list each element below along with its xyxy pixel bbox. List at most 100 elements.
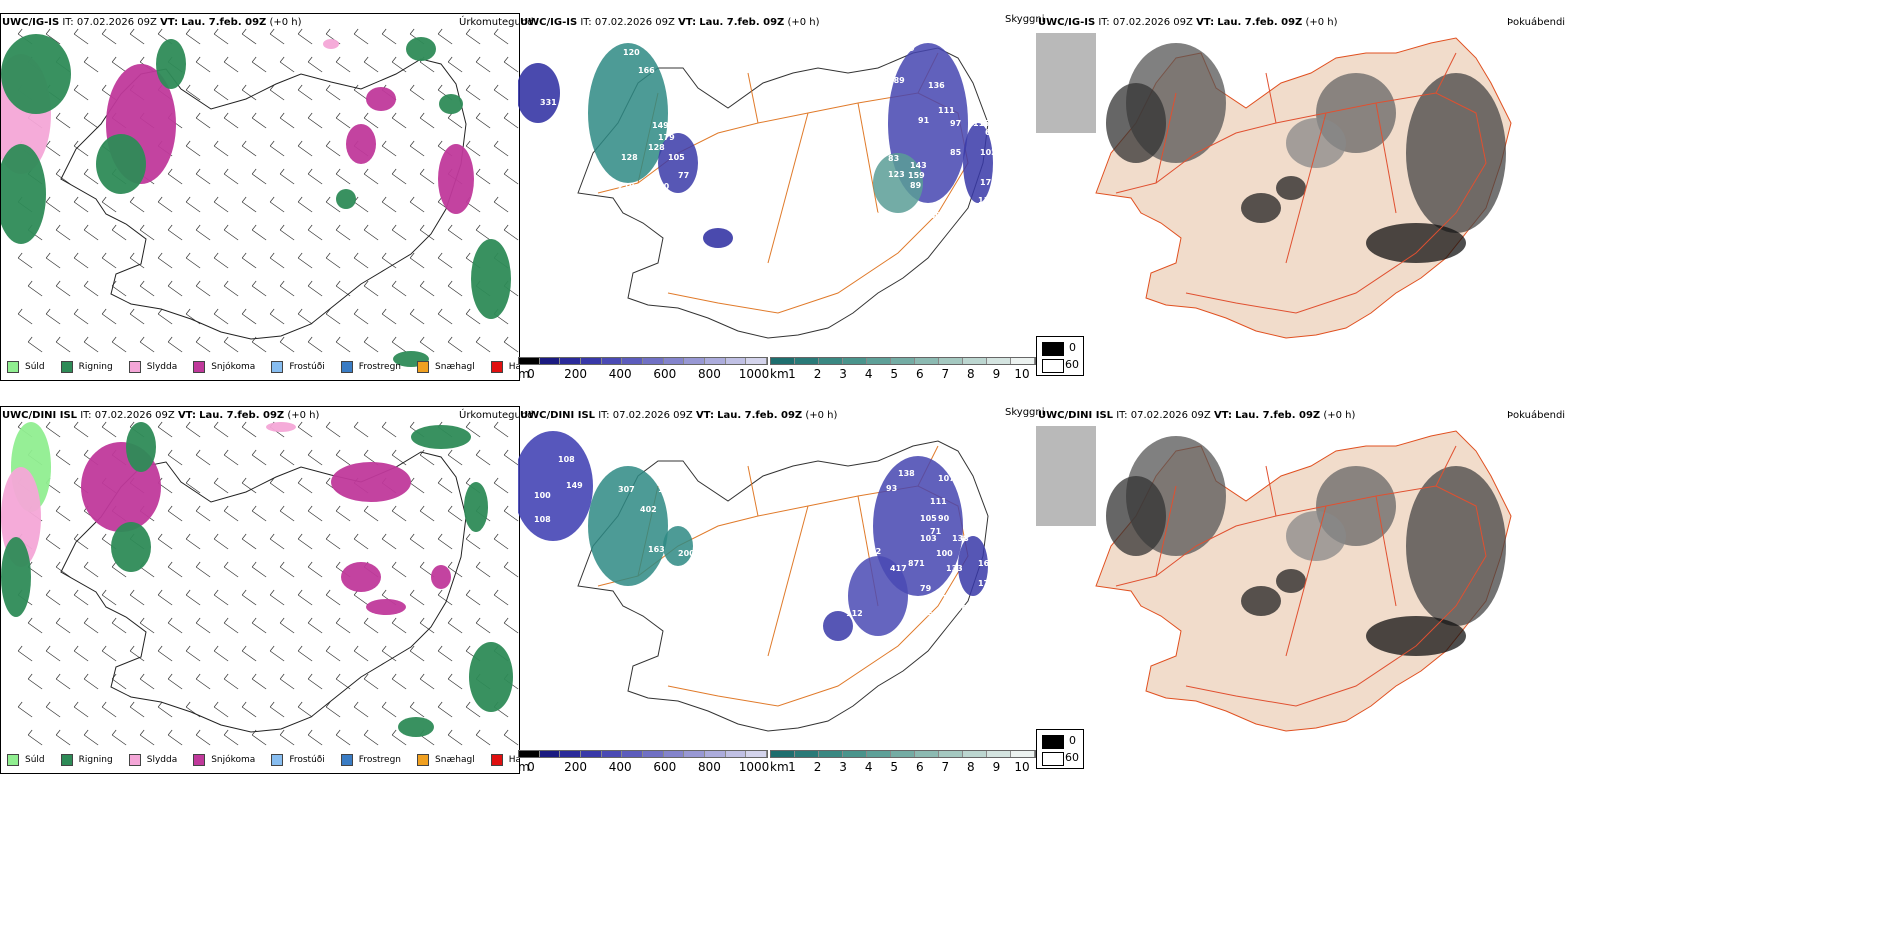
model-header-bottom-3: UWC/DINI ISL IT: 07.02.2026 09Z VT: Lau.… <box>1038 410 1356 421</box>
colorbar-tick-label: 400 <box>608 760 632 774</box>
colorbar-tick-label: 200 <box>564 367 588 381</box>
colorbar-tick-label: 9 <box>992 367 1001 381</box>
legend-swatch <box>417 361 430 373</box>
visibility-value-label: 149 <box>898 44 915 53</box>
precip-legend-item: Rigning <box>60 754 113 766</box>
visibility-value-label: 120 <box>623 48 640 57</box>
colorbar-tick-label: 800 <box>697 760 721 774</box>
visibility-value-label: 159 <box>908 171 925 180</box>
fog-panel-top <box>1036 13 1550 379</box>
visibility-value-label: 11 <box>978 196 990 205</box>
legend-swatch <box>271 754 284 766</box>
visibility-value-label: 163 <box>648 545 665 554</box>
visibility-value-label: 166 <box>638 191 655 200</box>
fog-legend-bottom: 0 60 <box>1036 729 1084 769</box>
precip-legend-item: Snæhagl <box>417 754 475 766</box>
legend-label: Frostregn <box>358 755 402 765</box>
visibility-value-label: 13 <box>874 211 885 220</box>
legend-swatch <box>193 361 206 373</box>
precip-legend-item: Rigning <box>60 361 113 373</box>
visibility-value-label: 102 <box>980 148 997 157</box>
visibility-value-label: 140 <box>924 211 941 220</box>
precip-legend-item: Haglél <box>490 754 519 766</box>
legend-label: Snjókoma <box>211 362 256 372</box>
panel-title-fog-bottom: Þokuábendi <box>1507 410 1566 421</box>
colorbar-strip <box>518 357 768 365</box>
fog-map-bottom <box>1036 426 1512 732</box>
model-header-bottom-2: UWC/DINI ISL IT: 07.02.2026 09Z VT: Lau.… <box>520 410 838 421</box>
colorbar-tick-label: 1 <box>788 367 796 381</box>
visibility-value-label: 71 <box>930 527 942 536</box>
visibility-value-label: 111 <box>938 106 955 115</box>
model-header-top-3: UWC/IG-IS IT: 07.02.2026 09Z VT: Lau. 7.… <box>1038 17 1338 28</box>
legend-label: Rigning <box>78 362 113 372</box>
colorbar-tick-label: 10 <box>1014 367 1030 381</box>
visibility-value-label: 149 <box>652 121 669 130</box>
visibility-value-label: 175 <box>916 611 933 620</box>
fog-panel-bottom <box>1036 406 1550 772</box>
legend-swatch <box>60 754 73 766</box>
visibility-value-label: 179 <box>658 133 675 142</box>
colorbar-tick-label: 4 <box>864 367 873 381</box>
visibility-value-label: 189 <box>888 76 905 85</box>
legend-label: Snjókoma <box>211 755 256 765</box>
precip-legend-item: Frostúði <box>271 754 325 766</box>
colorbar-tick-label: 5 <box>890 760 899 774</box>
legend-label: Frostregn <box>358 362 402 372</box>
visibility-value-label: 100 <box>534 491 551 500</box>
colorbar-tick-label: 8 <box>967 367 975 381</box>
visibility-value-label: 96 <box>956 604 968 613</box>
precip-legend-item: Frostúði <box>271 361 325 373</box>
colorbar-tick-label: 600 <box>653 367 677 381</box>
colorbar-tick-label: 1000 <box>738 760 770 774</box>
legend-swatch <box>417 754 430 766</box>
legend-swatch <box>340 361 353 373</box>
precip-map-top <box>1 28 519 367</box>
visibility-value-label: 85 <box>680 473 692 482</box>
colorbar-tick-label: 200 <box>564 760 588 774</box>
visibility-value-label: 105 <box>920 514 937 523</box>
colorbar-strip <box>770 357 1036 365</box>
legend-swatch <box>7 361 19 373</box>
legend-swatch <box>7 754 19 766</box>
legend-label: Frostúði <box>289 362 325 372</box>
visibility-value-label: 128 <box>621 153 638 162</box>
precip-legend-item: Snjókoma <box>193 361 255 373</box>
precip-legend-item: Snæhagl <box>417 361 475 373</box>
precip-legend-item: Slydda <box>128 754 177 766</box>
visibility-value-label: 128 <box>648 143 665 152</box>
visibility-value-label: 91 <box>918 116 930 125</box>
colorbar-unit: km <box>770 760 789 774</box>
visibility-value-label: 93 <box>886 484 897 493</box>
precip-legend-item: Haglél <box>490 361 519 373</box>
colorbar-strip <box>518 750 768 758</box>
visibility-value-label: 133 <box>946 564 963 573</box>
visibility-value-label: 100 <box>936 549 953 558</box>
visibility-value-label: 107 <box>938 474 955 483</box>
fog-map-top <box>1036 33 1512 339</box>
precip-legend-bottom: Súld Rigning Slydda Snjókoma Frostúði Frostre… <box>7 754 519 766</box>
visibility-value-label: 79 <box>920 584 932 593</box>
legend-swatch <box>490 754 503 766</box>
visibility-panel-top: 120 166 331 283 149 179 128 128 105 77 219 20 166 149… <box>518 13 1036 379</box>
visibility-value-label: 103 <box>920 534 937 543</box>
visibility-value-label: 200 <box>678 549 695 558</box>
visibility-value-label: 90 <box>938 514 950 523</box>
visibility-value-label: 331 <box>540 98 557 107</box>
precip-legend-item: Súld <box>7 361 45 373</box>
colorbar-unit: m <box>518 760 530 774</box>
legend-swatch <box>271 361 284 373</box>
precip-legend-item: Frostregn <box>340 754 402 766</box>
colorbar-tick-label: 9 <box>992 760 1001 774</box>
legend-swatch <box>60 361 73 373</box>
visibility-value-label: 112 <box>846 609 863 618</box>
legend-label: Snæhagl <box>435 755 475 765</box>
colorbar-tick-label: 7 <box>941 760 950 774</box>
colorbar-tick-label: 0 <box>527 760 535 774</box>
visibility-value-label: 97 <box>950 119 961 128</box>
visibility-value-label: 871 <box>908 559 925 568</box>
colorbar-tick-label: 4 <box>864 760 873 774</box>
visibility-value-label: 105 <box>658 485 675 494</box>
cloudbase-colorbar-bottom: m 0 200 400 600 800 1000 <box>518 750 770 774</box>
colorbar-tick-label: 8 <box>967 760 975 774</box>
